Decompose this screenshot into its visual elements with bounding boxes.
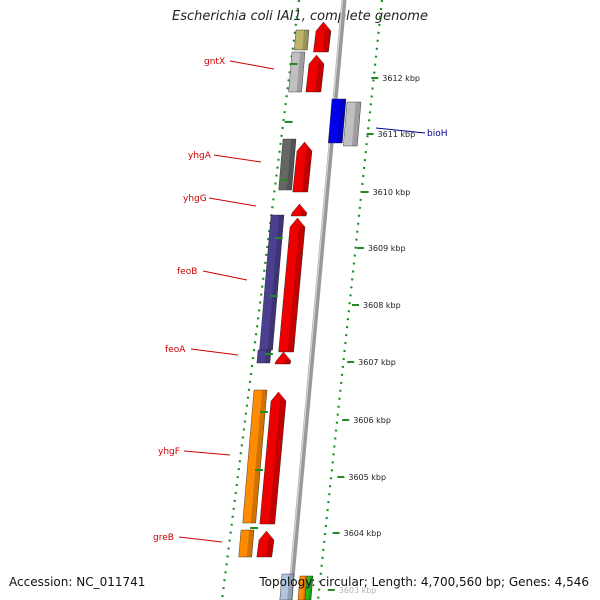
tick-label: 3608 kbp <box>363 301 401 310</box>
forward-gene-arrow-shade <box>315 61 324 92</box>
tick-label: 3603 kbp <box>339 586 377 595</box>
gene-block-olive[interactable] <box>294 29 310 51</box>
tick-label: 3611 kbp <box>378 130 416 139</box>
gene-block-grey-right[interactable] <box>343 101 362 147</box>
forward-gene-arrow-shade <box>287 224 305 352</box>
leader-greB <box>178 536 223 543</box>
gene-block-feoB[interactable] <box>259 214 285 351</box>
tick-label: 3605 kbp <box>348 473 386 482</box>
kbp-ticks: 3612 kbp 3611 kbp 3610 kbp 3609 kbp 3608 kbp… <box>250 63 420 595</box>
gene-label-feoA: feoA <box>165 345 186 355</box>
forward-gene-arrow[interactable] <box>256 530 275 558</box>
leader-bioH <box>375 127 426 134</box>
gene-block-gntX-shade <box>296 52 305 92</box>
gene-block-bioH-shade <box>336 99 346 143</box>
gene-block-bottom-c-shade <box>308 576 313 600</box>
forward-gene-arrow-shade <box>266 537 274 557</box>
forward-gene-arrow[interactable] <box>305 54 325 93</box>
tick-label: 3609 kbp <box>368 244 406 253</box>
gene-block-bottom-a-shade <box>287 574 294 600</box>
forward-gene-arrow[interactable] <box>313 21 332 53</box>
gene-block-yhgA[interactable] <box>278 138 297 191</box>
forward-gene-arrow[interactable] <box>259 391 287 525</box>
leader-yhgF <box>183 450 231 456</box>
gene-block-gntX[interactable] <box>288 51 306 93</box>
gene-block-yhgA-shade <box>286 139 296 190</box>
label-leaders <box>178 60 426 543</box>
gene-block-olive-shade <box>302 30 309 50</box>
gene-label-yhgF: yhgF <box>158 447 180 457</box>
gene-block-grey-right-shade <box>351 102 361 146</box>
left-strand-guide <box>220 0 301 600</box>
forward-gene-arrow-shade <box>269 398 286 524</box>
gene-block-bioH[interactable] <box>328 98 347 144</box>
tick-label: 3604 kbp <box>344 529 382 538</box>
forward-gene-arrow[interactable] <box>292 141 313 193</box>
right-strand-guide <box>316 0 384 600</box>
gene-labels: gntX yhgA yhgG feoB feoA yhgF greB bioH <box>153 57 448 543</box>
gene-block-greB-shade <box>246 530 254 557</box>
gene-block-yhgF-shade <box>250 390 267 523</box>
genome-title: Escherichia coli IAI1, complete genome <box>172 9 428 24</box>
leader-feoB <box>202 270 248 281</box>
gene-label-gntX: gntX <box>204 57 225 67</box>
forward-gene-arrow[interactable] <box>290 203 308 217</box>
forward-gene-arrow-shade <box>284 358 291 364</box>
gene-label-yhgA: yhgA <box>188 151 212 161</box>
gene-label-yhgG: yhgG <box>183 194 207 204</box>
gene-block-greB[interactable] <box>238 529 255 558</box>
gene-block-bottom-c[interactable] <box>304 575 314 600</box>
leader-gntX <box>229 60 275 70</box>
leader-yhgG <box>208 197 257 207</box>
forward-gene-arrow-shade <box>300 210 307 216</box>
forward-gene-arrow-shade <box>322 28 331 52</box>
leader-feoA <box>190 348 239 356</box>
tick-label: 3607 kbp <box>358 358 396 367</box>
gene-features[interactable] <box>238 21 362 600</box>
gene-label-feoB: feoB <box>177 267 197 277</box>
forward-gene-arrow[interactable] <box>278 217 306 353</box>
genome-summary: Topology: circular; Length: 4,700,560 bp… <box>259 575 589 589</box>
leader-yhgA <box>213 154 262 163</box>
accession-text: Accession: NC_011741 <box>9 575 146 589</box>
strand-dot-guides <box>220 0 384 600</box>
gene-block-feoB-shade <box>267 215 284 350</box>
tick-label: 3612 kbp <box>382 74 420 83</box>
gene-label-greB: greB <box>153 533 174 543</box>
forward-gene-arrow-shade <box>302 148 312 192</box>
gene-block-yhgF[interactable] <box>242 389 268 524</box>
tick-label: 3610 kbp <box>373 188 411 197</box>
gene-block-bottom-a[interactable] <box>279 573 295 600</box>
gene-label-bioH: bioH <box>427 129 448 139</box>
tick-label: 3606 kbp <box>353 416 391 425</box>
forward-gene-arrow[interactable] <box>274 351 292 365</box>
